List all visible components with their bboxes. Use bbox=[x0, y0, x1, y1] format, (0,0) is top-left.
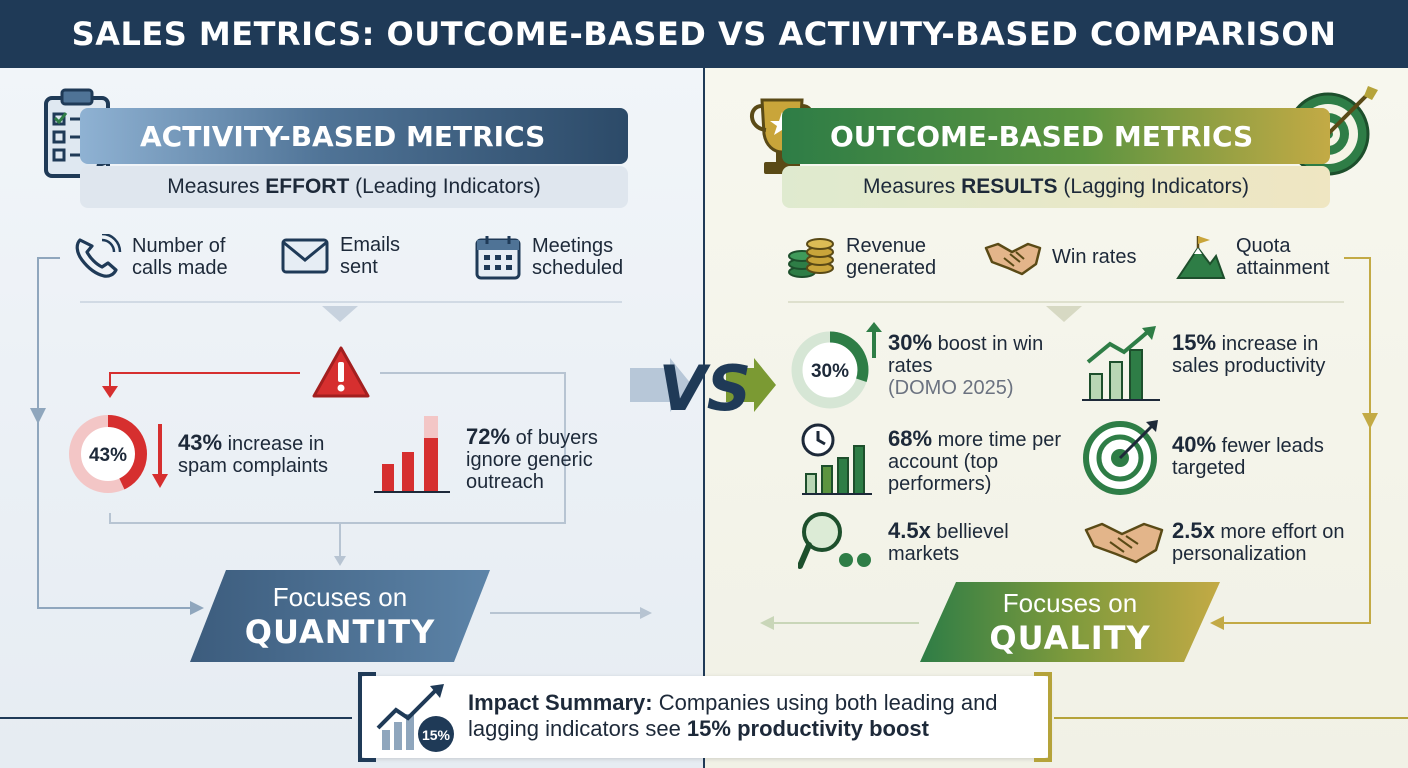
vs-text: VS bbox=[659, 352, 752, 425]
activity-subtitle-prefix: Measures bbox=[167, 175, 266, 198]
spam-stat-text: increase in spam complaints bbox=[178, 433, 329, 477]
activity-subtitle-bold: EFFORT bbox=[265, 175, 350, 198]
summary-body: Companies using both leading and lagging… bbox=[468, 690, 998, 741]
win-rate-stat-value: 30% bbox=[888, 330, 933, 355]
productivity-stat: 15% increase in sales productivity bbox=[1172, 330, 1352, 378]
outcome-item-label: Quota attainment bbox=[1236, 235, 1330, 279]
header-bar: SALES METRICS: OUTCOME-BASED VS ACTIVITY… bbox=[0, 0, 1408, 68]
outcome-item-label: Revenue generated bbox=[846, 235, 937, 279]
spam-stat-value: 43% bbox=[178, 430, 223, 455]
win-ring-fill bbox=[791, 331, 869, 409]
time-stat-value: 68% bbox=[888, 426, 933, 451]
buyers-stat-value: 72% bbox=[466, 424, 511, 449]
handshake-icon bbox=[1084, 522, 1164, 564]
markets-stat-value: 4.5x bbox=[888, 518, 931, 543]
summary-right-bracket bbox=[1034, 672, 1052, 762]
target-icon bbox=[1083, 420, 1158, 495]
time-stat: 68% more time per account (top performer… bbox=[888, 426, 1068, 496]
activity-title: ACTIVITY-BASED METRICS bbox=[140, 119, 546, 153]
outcome-item-quota: Quota attainment bbox=[1176, 234, 1329, 280]
activity-item-label: Meetings scheduled bbox=[532, 235, 624, 279]
rising-bars-icon bbox=[374, 416, 450, 493]
spam-stat: 43% increase in spam complaints bbox=[178, 430, 368, 478]
outcome-item-revenue: Revenue generated bbox=[786, 234, 936, 280]
buyers-stat: 72% of buyers ignore generic outreach bbox=[466, 424, 636, 494]
growth-bars-icon bbox=[1082, 326, 1160, 401]
summary-text: Impact Summary: Companies using both lea… bbox=[468, 690, 1038, 742]
ring-30-icon: 30% bbox=[791, 322, 882, 409]
markets-stat-text: bellievel markets bbox=[888, 521, 1009, 565]
buyers-stat-text: of buyers ignore generic outreach bbox=[466, 427, 598, 493]
activity-item-label: Number of calls made bbox=[132, 235, 228, 279]
win-ring-label: 30% bbox=[811, 361, 849, 382]
personalization-stat: 2.5x more effort on personalization bbox=[1172, 518, 1362, 566]
personalization-stat-text: more effort on personalization bbox=[1172, 521, 1345, 565]
productivity-stat-value: 15% bbox=[1172, 330, 1217, 355]
activity-item-label: Emails sent bbox=[340, 234, 401, 278]
activity-item-meetings: Meetings scheduled bbox=[474, 234, 623, 280]
summary-heading: Impact Summary: bbox=[468, 690, 653, 715]
activity-subtitle-banner: Measures EFFORT (Leading Indicators) bbox=[80, 166, 628, 208]
outcome-title: OUTCOME-BASED METRICS bbox=[830, 119, 1254, 153]
outcome-subtitle-banner: Measures RESULTS (Lagging Indicators) bbox=[782, 166, 1330, 208]
activity-item-emails: Emails sent bbox=[280, 234, 400, 278]
leads-stat-value: 40% bbox=[1172, 432, 1217, 457]
productivity-stat-text: increase in sales productivity bbox=[1172, 333, 1326, 377]
quality-focus-line1: Focuses on bbox=[1002, 588, 1138, 618]
outcome-subtitle-suffix: (Lagging Indicators) bbox=[1057, 175, 1249, 198]
summary-badge-label: 15% bbox=[422, 727, 451, 743]
outcome-title-banner: OUTCOME-BASED METRICS bbox=[782, 108, 1330, 164]
down-arrow-icon bbox=[152, 424, 168, 488]
leads-stat-text: fewer leads targeted bbox=[1172, 435, 1324, 479]
vs-badge: VS bbox=[630, 352, 776, 425]
quantity-focus-banner: Focuses on QUANTITY bbox=[190, 570, 490, 662]
activity-title-banner: ACTIVITY-BASED METRICS bbox=[80, 108, 628, 164]
spam-ring-chart: 43% bbox=[69, 415, 147, 493]
quantity-focus-line1: Focuses on bbox=[272, 582, 408, 612]
mountain-flag-icon bbox=[1176, 236, 1226, 279]
outcome-subtitle-prefix: Measures bbox=[863, 175, 962, 198]
markets-stat: 4.5x bellievel markets bbox=[888, 518, 1068, 566]
activity-item-calls: Number of calls made bbox=[72, 234, 228, 280]
clock-bars-icon bbox=[801, 423, 872, 495]
spam-ring-label: 43% bbox=[89, 445, 127, 466]
phone-icon bbox=[75, 234, 122, 278]
calendar-icon bbox=[475, 236, 521, 280]
quality-focus-banner: Focuses on QUALITY bbox=[920, 582, 1220, 662]
center-divider bbox=[703, 68, 705, 768]
magnifier-icon bbox=[798, 512, 871, 569]
personalization-stat-value: 2.5x bbox=[1172, 518, 1215, 543]
activity-connectors bbox=[0, 257, 652, 719]
growth-badge-icon: 15% bbox=[376, 684, 454, 752]
warning-icon bbox=[312, 346, 370, 398]
impact-summary-box: 15% Impact Summary: Companies using both… bbox=[358, 672, 1052, 762]
activity-subtitle-suffix: (Leading Indicators) bbox=[349, 175, 541, 198]
win-rate-stat-text: boost in win rates bbox=[888, 333, 1044, 377]
handshake-icon bbox=[984, 242, 1042, 276]
outcome-item-label: Win rates bbox=[1052, 246, 1137, 268]
win-rate-stat-source: (DOMO 2025) bbox=[888, 377, 1014, 399]
quality-focus-line2: QUALITY bbox=[989, 619, 1151, 657]
coins-icon bbox=[788, 238, 834, 278]
outcome-item-winrates: Win rates bbox=[984, 234, 1136, 280]
summary-highlight: 15% productivity boost bbox=[686, 716, 929, 741]
time-stat-text: more time per account (top performers) bbox=[888, 429, 1061, 495]
quantity-focus-line2: QUANTITY bbox=[244, 613, 436, 651]
leads-stat: 40% fewer leads targeted bbox=[1172, 432, 1352, 480]
summary-left-bracket bbox=[358, 672, 376, 762]
outcome-connectors bbox=[760, 257, 1408, 719]
spam-ring-fill bbox=[69, 415, 147, 493]
outcome-subtitle-bold: RESULTS bbox=[961, 175, 1058, 198]
page-title: SALES METRICS: OUTCOME-BASED VS ACTIVITY… bbox=[71, 15, 1337, 53]
win-rate-stat: 30% boost in win rates (DOMO 2025) bbox=[888, 330, 1068, 400]
email-icon bbox=[281, 238, 329, 274]
